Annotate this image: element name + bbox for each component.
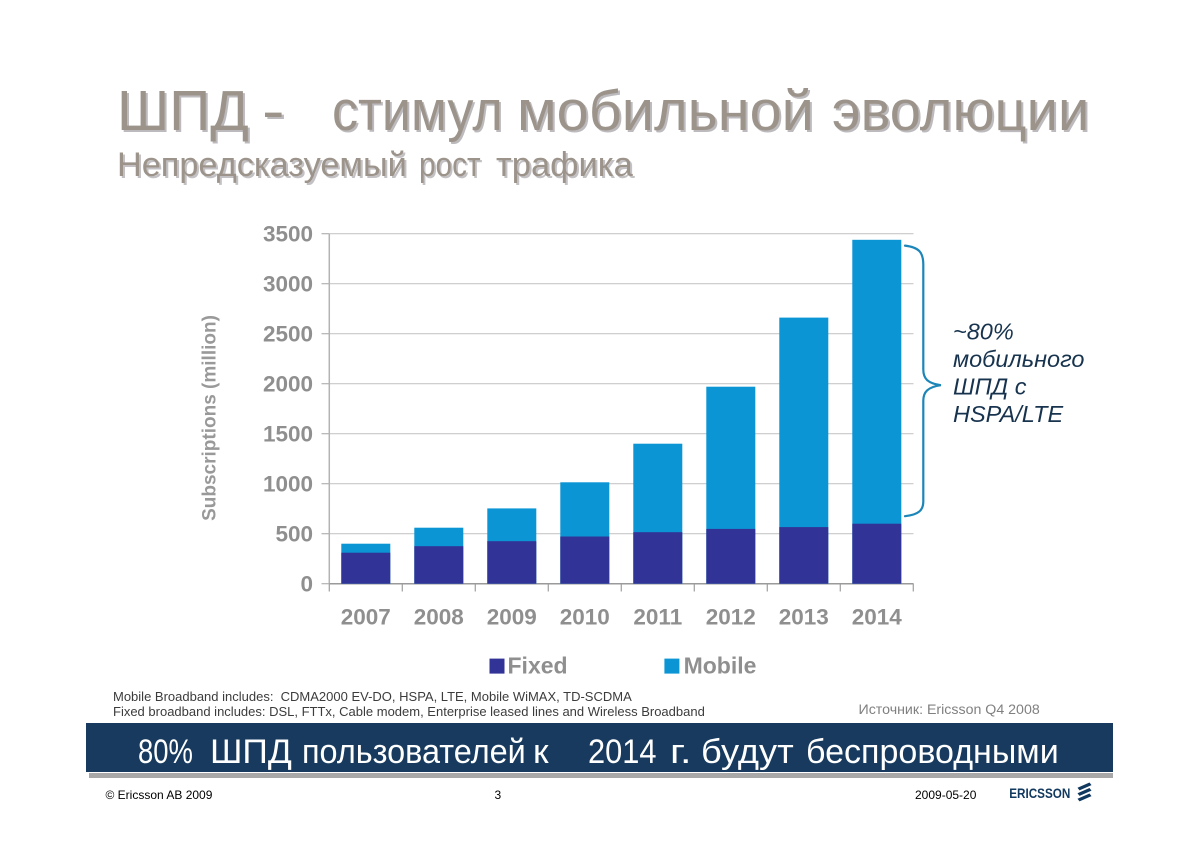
svg-text:2010: 2010 [560, 605, 610, 630]
svg-text:2013: 2013 [779, 605, 829, 630]
svg-text:3500: 3500 [263, 222, 313, 247]
svg-text:0: 0 [300, 572, 313, 597]
svg-text:ШПД с: ШПД с [953, 374, 1027, 400]
svg-text:2012: 2012 [706, 605, 756, 630]
svg-text:1500: 1500 [263, 422, 313, 447]
svg-text:2500: 2500 [263, 322, 313, 347]
svg-text:500: 500 [275, 522, 313, 547]
svg-text:2011: 2011 [633, 605, 682, 630]
svg-text:2014: 2014 [852, 605, 903, 630]
svg-text:3000: 3000 [263, 272, 313, 297]
svg-text:2000: 2000 [263, 372, 313, 397]
svg-text:ERICSSON: ERICSSON [1009, 785, 1070, 801]
svg-text:2007: 2007 [341, 605, 391, 630]
svg-text:Mobile: Mobile [684, 653, 757, 679]
svg-text:1000: 1000 [263, 472, 313, 497]
svg-text:Fixed: Fixed [508, 653, 568, 679]
svg-text:~80%: ~80% [953, 319, 1014, 345]
svg-text:2008: 2008 [414, 605, 464, 630]
svg-text:HSPA/LTE: HSPA/LTE [953, 401, 1063, 427]
svg-text:2009: 2009 [487, 605, 537, 630]
svg-text:мобильного: мобильного [953, 346, 1084, 372]
svg-text:Subscriptions (million): Subscriptions (million) [200, 315, 221, 521]
